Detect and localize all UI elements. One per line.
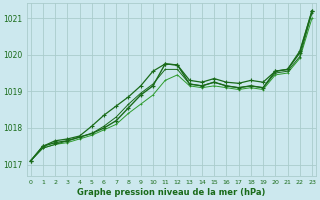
X-axis label: Graphe pression niveau de la mer (hPa): Graphe pression niveau de la mer (hPa) [77,188,266,197]
